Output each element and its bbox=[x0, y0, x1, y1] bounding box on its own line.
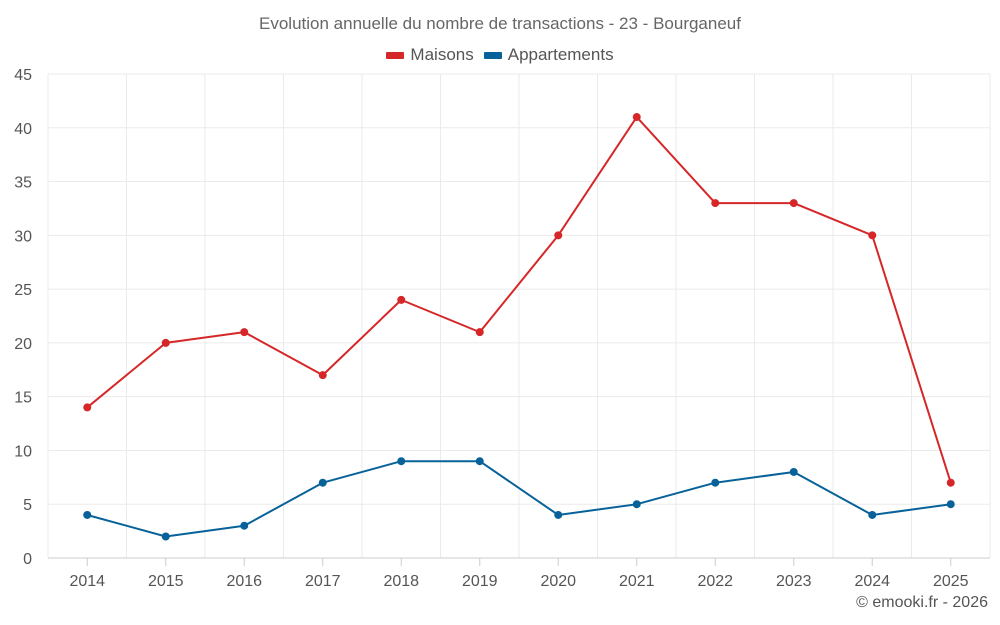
legend-label-appartements: Appartements bbox=[507, 45, 614, 64]
grid bbox=[47, 73, 991, 558]
data-point-appartements bbox=[475, 457, 484, 466]
data-point-appartements bbox=[83, 510, 92, 519]
data-point-appartements bbox=[789, 467, 798, 476]
data-point-maisons bbox=[554, 231, 563, 240]
y-tick-label: 0 bbox=[23, 551, 32, 568]
y-tick-label: 5 bbox=[23, 497, 32, 514]
x-tick-label: 2018 bbox=[383, 573, 419, 590]
data-point-appartements bbox=[946, 500, 955, 509]
y-tick-label: 10 bbox=[14, 443, 32, 460]
data-point-maisons bbox=[161, 338, 170, 347]
x-tick-label: 2020 bbox=[540, 573, 576, 590]
data-point-appartements bbox=[711, 478, 720, 487]
y-tick-label: 30 bbox=[14, 228, 32, 245]
series bbox=[83, 113, 955, 541]
legend-label-maisons: Maisons bbox=[410, 45, 474, 64]
series-line-maisons bbox=[86, 116, 952, 484]
x-tick-label: 2019 bbox=[462, 573, 498, 590]
x-tick-label: 2025 bbox=[933, 573, 969, 590]
y-tick-label: 40 bbox=[14, 121, 32, 138]
x-tick-label: 2021 bbox=[619, 573, 655, 590]
data-point-appartements bbox=[318, 478, 327, 487]
data-point-maisons bbox=[789, 199, 798, 208]
data-point-appartements bbox=[554, 510, 563, 519]
data-point-maisons bbox=[397, 295, 406, 304]
x-tick-label: 2023 bbox=[776, 573, 812, 590]
chart-title: Evolution annuelle du nombre de transact… bbox=[259, 14, 741, 33]
legend-swatch-maisons bbox=[386, 51, 405, 59]
x-tick-label: 2016 bbox=[226, 573, 262, 590]
data-point-maisons bbox=[83, 403, 92, 412]
data-point-appartements bbox=[240, 521, 249, 530]
data-point-maisons bbox=[632, 113, 641, 122]
y-tick-label: 15 bbox=[14, 390, 32, 407]
data-point-appartements bbox=[161, 532, 170, 541]
x-tick-label: 2017 bbox=[305, 573, 341, 590]
x-tick-label: 2014 bbox=[69, 573, 105, 590]
data-point-maisons bbox=[868, 231, 877, 240]
legend-swatch-appartements bbox=[483, 51, 502, 59]
legend-item-maisons[interactable]: Maisons bbox=[386, 45, 474, 65]
chart-legend: Maisons Appartements bbox=[0, 45, 1000, 65]
legend-item-appartements[interactable]: Appartements bbox=[483, 45, 614, 65]
y-tick-label: 20 bbox=[14, 336, 32, 353]
x-tick-label: 2022 bbox=[697, 573, 733, 590]
x-tick-label: 2024 bbox=[854, 573, 890, 590]
data-point-maisons bbox=[240, 328, 249, 337]
series-line-appartements bbox=[86, 460, 951, 538]
data-point-maisons bbox=[318, 371, 327, 380]
y-tick-label: 25 bbox=[14, 282, 32, 299]
data-point-maisons bbox=[475, 328, 484, 337]
data-point-maisons bbox=[711, 199, 720, 208]
data-point-appartements bbox=[397, 457, 406, 466]
y-tick-label: 35 bbox=[14, 175, 32, 192]
y-tick-label: 45 bbox=[14, 67, 32, 84]
x-tick-label: 2015 bbox=[148, 573, 184, 590]
data-point-appartements bbox=[868, 510, 877, 519]
credit-text: © emooki.fr - 2026 bbox=[856, 594, 988, 611]
data-point-maisons bbox=[946, 478, 955, 487]
data-point-appartements bbox=[632, 500, 641, 509]
